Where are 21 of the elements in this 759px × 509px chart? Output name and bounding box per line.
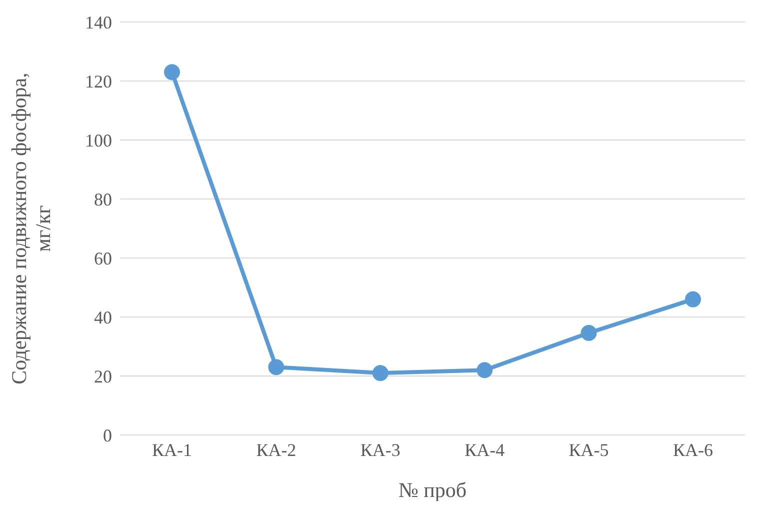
x-tick-label: КА-1 (152, 440, 192, 460)
y-tick-label: 80 (94, 189, 112, 210)
y-tick-label: 120 (85, 71, 112, 92)
point (372, 365, 388, 382)
point (580, 324, 597, 341)
x-tick-label: КА-4 (464, 440, 505, 460)
y-tick-label: 100 (85, 130, 112, 150)
y-tick-label: 140 (85, 12, 112, 32)
point (685, 291, 701, 308)
point (164, 64, 180, 80)
y-tick-label: 20 (94, 366, 112, 386)
x-tick-label: КА-2 (256, 440, 296, 460)
point (476, 362, 493, 378)
y-tick-label: 60 (94, 248, 112, 268)
point (268, 359, 284, 376)
x-tick-label: КА-3 (360, 440, 400, 460)
x-tick-label: КА-6 (673, 440, 713, 460)
y-tick-label: 40 (94, 307, 112, 328)
x-tick-label: КА-5 (568, 440, 609, 460)
y-tick-label: 0 (103, 425, 112, 446)
y-axis-title: Содержание подвижного фосфора, мг/кг (7, 72, 55, 384)
